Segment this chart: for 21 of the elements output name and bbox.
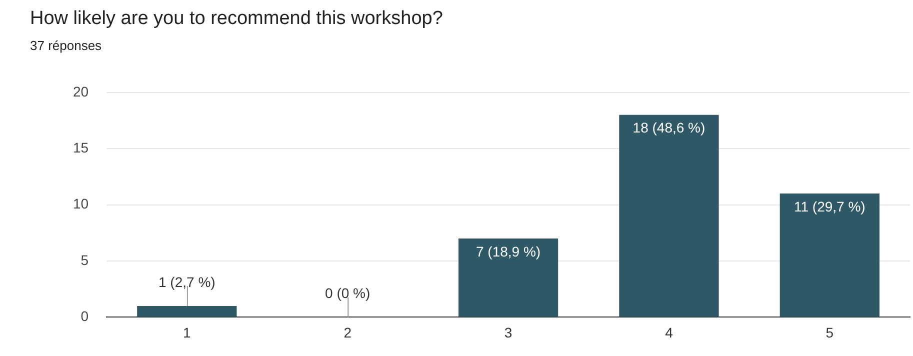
y-tick-label: 5: [80, 252, 89, 268]
chart-subtitle: 37 réponses: [30, 38, 102, 53]
bar: [458, 238, 558, 317]
x-tick-label: 4: [665, 324, 674, 340]
data-label: 1 (2,7 %): [158, 274, 216, 290]
bar: [619, 114, 719, 317]
bar: [137, 306, 237, 317]
data-label: 7 (18,9 %): [476, 243, 541, 260]
data-label: 0 (0 %): [325, 285, 370, 302]
x-tick-label: 2: [344, 324, 352, 340]
y-tick-label: 0: [80, 308, 89, 324]
x-tick-label: 1: [183, 324, 192, 340]
chart-title: How likely are you to recommend this workshop?: [30, 8, 443, 30]
y-tick-label: 20: [72, 83, 89, 100]
data-label: 18 (48,6 %): [632, 120, 706, 136]
y-tick-label: 15: [72, 139, 89, 156]
x-tick-label: 5: [826, 324, 834, 340]
data-label: 11 (29,7 %): [794, 198, 866, 214]
bar: [780, 194, 880, 317]
x-tick-label: 3: [504, 324, 512, 340]
y-tick-label: 10: [72, 196, 89, 212]
